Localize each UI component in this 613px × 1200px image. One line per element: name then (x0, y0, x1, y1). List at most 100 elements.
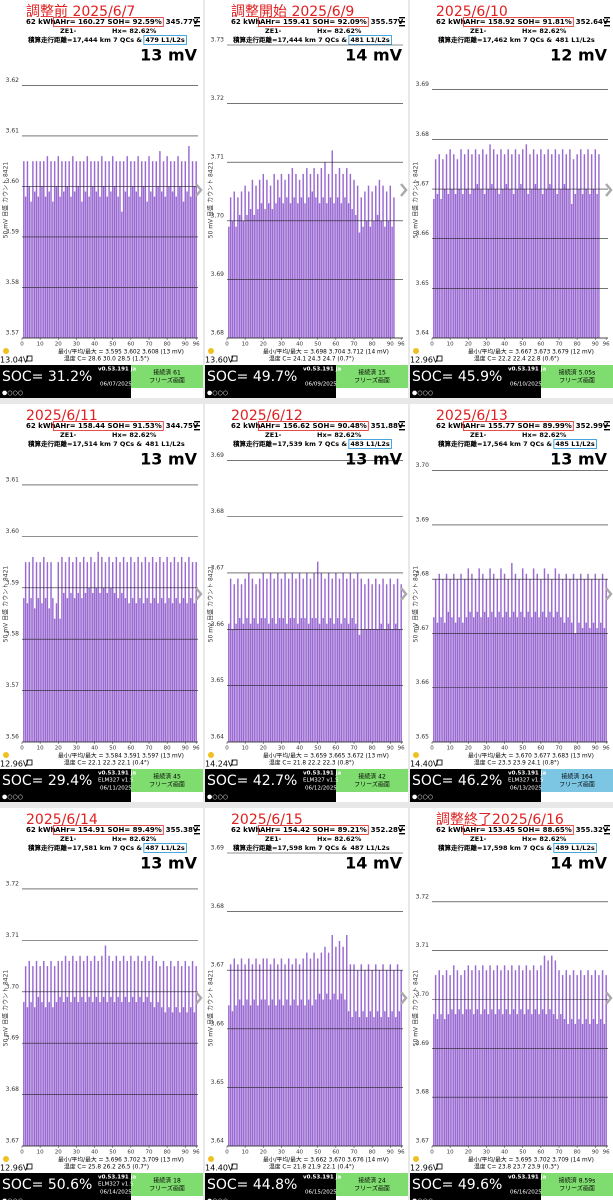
cell-bar (552, 189, 555, 338)
cell-bar (560, 189, 562, 338)
cell-bar (340, 623, 343, 742)
cell-bar (525, 573, 528, 742)
cell-bar (349, 173, 352, 338)
x-tick-label: 40 (501, 746, 508, 752)
cell-bar (565, 573, 567, 742)
cell-bar (449, 975, 451, 1146)
calendar-icon (26, 355, 33, 362)
cell-bar (244, 185, 246, 338)
cell-bar (244, 578, 246, 742)
cell-bar (32, 966, 34, 1146)
cell-bar (68, 556, 70, 742)
cell-bar (43, 161, 45, 338)
y-tick-label: 3.69 (211, 845, 225, 852)
cell-bar (235, 226, 237, 338)
status-box (131, 769, 203, 792)
next-arrow (195, 183, 203, 197)
cell-bar (179, 1012, 181, 1146)
min-avg-max: 最小/平均/最大 = 3.670 3.677 3.683 (13 mV) (468, 752, 594, 760)
cell-bar (193, 603, 196, 742)
odometer: 積算走行距離=17,598 km 7 QCs & (232, 843, 347, 852)
cell-bar (480, 1014, 482, 1146)
y-tick-label: 3.60 (6, 528, 20, 535)
cell-bar (353, 578, 355, 742)
cell-bar (248, 191, 250, 338)
cell-bar (336, 999, 339, 1146)
ahr-soh: AHr= 156.62 SOH= 90.48% (260, 422, 367, 430)
cell-bar (304, 203, 306, 338)
cell-bar (278, 999, 281, 1146)
status-box (541, 769, 613, 792)
cell-12v: 14.40V (205, 1164, 234, 1173)
mv-spread: 14 mV (345, 46, 403, 65)
cell-bar (39, 562, 41, 742)
cell-bar (291, 572, 294, 742)
cell-bar (523, 1014, 526, 1146)
cell-bar (496, 965, 499, 1146)
cell-bar (44, 1007, 47, 1146)
cell-bar (188, 556, 190, 742)
cell-bar (130, 161, 132, 338)
cell-bar (362, 226, 364, 338)
cell-bar (271, 999, 274, 1146)
cell-bar (589, 1023, 591, 1146)
capacity: 62 kWh (436, 18, 466, 26)
cell-bar (39, 966, 41, 1146)
x-tick-label: 96 (603, 1150, 610, 1156)
status-box (541, 365, 613, 388)
cell-bar (268, 1005, 270, 1146)
panel-title: 2025/6/15 (231, 812, 303, 828)
y-tick-label: 3.68 (416, 131, 430, 138)
cell-bar (81, 598, 83, 742)
cell-bar (587, 970, 589, 1146)
menu-icon (604, 825, 610, 827)
cell-bar (24, 196, 27, 338)
cell-bar (502, 1014, 504, 1146)
cell-bar (121, 1002, 123, 1146)
x-tick-label: 80 (164, 342, 171, 348)
x-tick-label: 96 (603, 746, 610, 752)
cell-bar (492, 149, 495, 338)
cell-bar (264, 999, 266, 1146)
cell-bar (567, 1023, 569, 1146)
cell-bar (313, 952, 315, 1146)
cell-bar (88, 587, 90, 742)
y-tick-label: 3.61 (6, 127, 20, 134)
connection-status: 接続済 42 (358, 773, 386, 781)
cell-bar (395, 1017, 397, 1146)
cell-bar (532, 965, 535, 1146)
cell-bar (453, 154, 455, 338)
cell-bar (474, 579, 477, 742)
cell-bar (489, 965, 491, 1146)
x-tick-label: 96 (193, 1150, 200, 1156)
cell-bar (471, 970, 473, 1146)
l1l2-box (553, 439, 597, 449)
app-version: v0.53.191 ja (98, 367, 137, 373)
cell-bar (494, 1014, 497, 1146)
menu-icon (194, 833, 200, 835)
cell-bar (122, 161, 125, 338)
cell-bar (229, 197, 232, 338)
cell-bar (527, 1009, 529, 1146)
cell-bar (596, 193, 598, 338)
cell-bar (433, 198, 435, 338)
y-tick-label: 3.68 (416, 1089, 430, 1096)
cell-bar (282, 1005, 284, 1146)
y-axis-title: 50 mV 目盛 カウント 8421 (2, 162, 10, 239)
cell-bar (275, 203, 277, 338)
cell-bar (26, 603, 29, 742)
y-tick-label: 3.70 (6, 983, 20, 990)
cell-bar (121, 211, 123, 338)
cell-bar (171, 191, 174, 338)
cell-bar (55, 1002, 58, 1146)
cell-bar (128, 196, 130, 338)
cell-bar (514, 149, 517, 338)
cell-bar (53, 161, 56, 338)
cell-bar (316, 561, 319, 742)
x-tick-label: 10 (447, 1150, 454, 1156)
y-tick-label: 3.59 (6, 579, 20, 586)
cell-bar (545, 189, 548, 338)
cell-bar (30, 598, 32, 742)
